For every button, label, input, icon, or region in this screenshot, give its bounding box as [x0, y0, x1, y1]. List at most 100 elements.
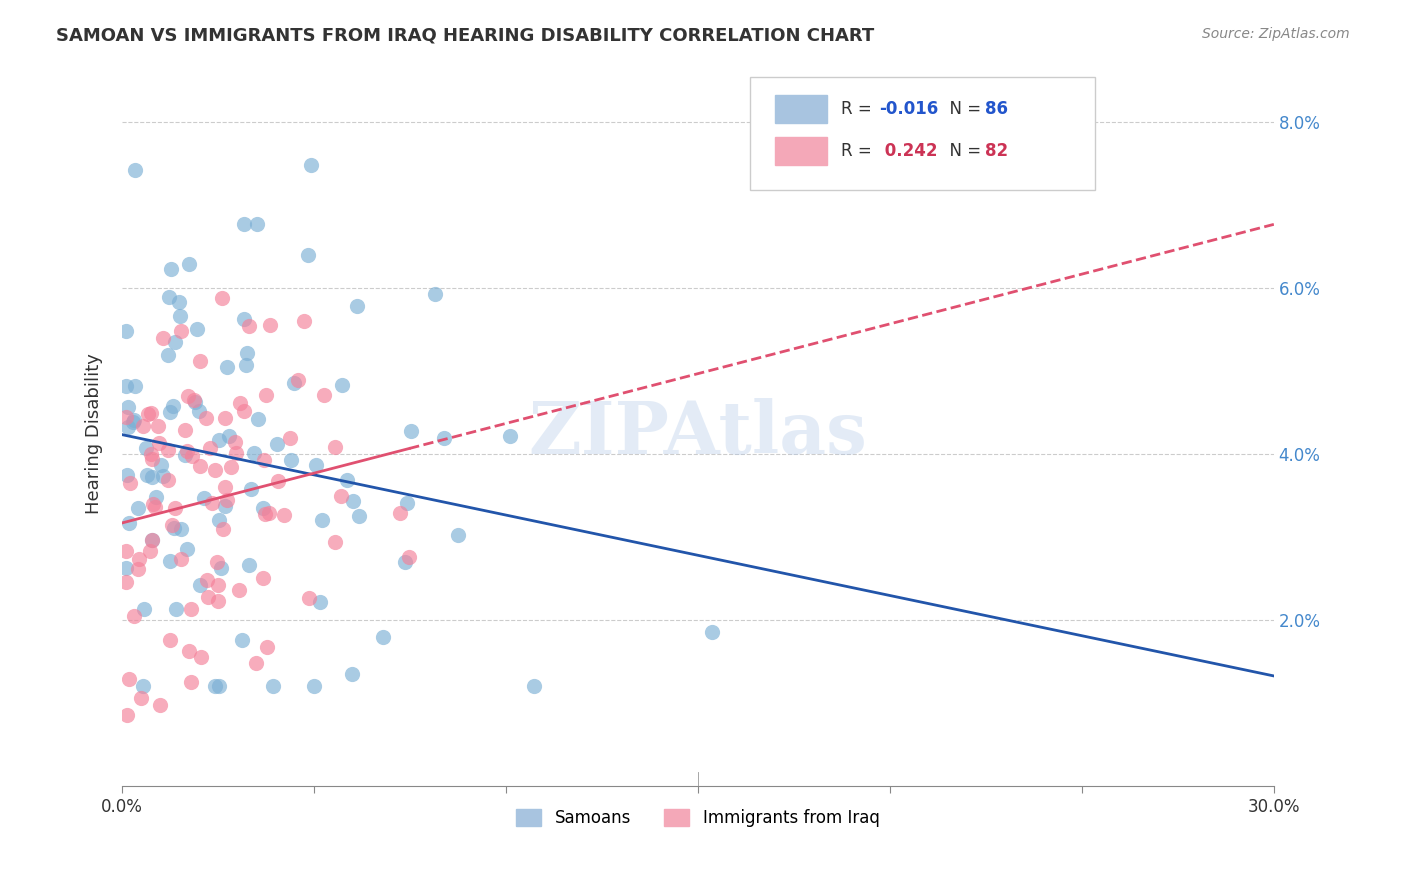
- Samoans: [124, 162, 146, 177]
- Immigrants from Iraq: [180, 601, 202, 615]
- Samoans: [340, 667, 363, 681]
- Samoans: [208, 513, 231, 527]
- Samoans: [159, 405, 181, 419]
- Immigrants from Iraq: [162, 518, 184, 533]
- Samoans: [163, 521, 186, 535]
- Samoans: [266, 437, 288, 451]
- Immigrants from Iraq: [118, 673, 141, 687]
- Immigrants from Iraq: [253, 452, 276, 467]
- Samoans: [132, 602, 155, 616]
- Immigrants from Iraq: [142, 497, 165, 511]
- Samoans: [231, 632, 253, 647]
- Samoans: [124, 413, 146, 427]
- Immigrants from Iraq: [278, 431, 301, 445]
- Samoans: [115, 560, 138, 574]
- Immigrants from Iraq: [198, 442, 221, 456]
- Samoans: [135, 441, 157, 455]
- Immigrants from Iraq: [190, 649, 212, 664]
- Immigrants from Iraq: [152, 331, 174, 345]
- Immigrants from Iraq: [156, 473, 179, 487]
- Samoans: [177, 257, 200, 271]
- Text: ZIPAtlas: ZIPAtlas: [529, 398, 868, 469]
- Immigrants from Iraq: [146, 418, 169, 433]
- Immigrants from Iraq: [238, 319, 260, 334]
- Text: SAMOAN VS IMMIGRANTS FROM IRAQ HEARING DISABILITY CORRELATION CHART: SAMOAN VS IMMIGRANTS FROM IRAQ HEARING D…: [56, 27, 875, 45]
- Immigrants from Iraq: [183, 393, 205, 408]
- Samoans: [117, 467, 139, 482]
- Immigrants from Iraq: [292, 313, 315, 327]
- Samoans: [152, 469, 174, 483]
- Immigrants from Iraq: [139, 446, 162, 460]
- Samoans: [246, 217, 269, 231]
- Samoans: [169, 309, 191, 323]
- Samoans: [346, 299, 368, 313]
- Samoans: [447, 527, 470, 541]
- Samoans: [162, 399, 184, 413]
- Immigrants from Iraq: [141, 533, 163, 548]
- Samoans: [145, 490, 167, 504]
- Samoans: [127, 500, 149, 515]
- Immigrants from Iraq: [329, 489, 352, 503]
- Immigrants from Iraq: [115, 708, 138, 723]
- Immigrants from Iraq: [122, 608, 145, 623]
- Immigrants from Iraq: [170, 551, 193, 566]
- Immigrants from Iraq: [195, 573, 218, 587]
- Immigrants from Iraq: [170, 324, 193, 338]
- Immigrants from Iraq: [232, 404, 254, 418]
- Immigrants from Iraq: [252, 571, 274, 585]
- Samoans: [190, 577, 212, 591]
- Samoans: [373, 631, 395, 645]
- Samoans: [117, 400, 139, 414]
- Immigrants from Iraq: [298, 591, 321, 605]
- Samoans: [247, 412, 270, 426]
- Samoans: [523, 679, 546, 693]
- Samoans: [233, 217, 256, 231]
- Samoans: [160, 261, 183, 276]
- Immigrants from Iraq: [115, 544, 138, 558]
- Samoans: [141, 533, 163, 548]
- Samoans: [218, 429, 240, 443]
- Samoans: [311, 513, 333, 527]
- Samoans: [165, 602, 187, 616]
- Immigrants from Iraq: [267, 474, 290, 488]
- Samoans: [157, 290, 180, 304]
- Immigrants from Iraq: [194, 410, 217, 425]
- Immigrants from Iraq: [141, 406, 163, 420]
- Samoans: [157, 348, 180, 362]
- Immigrants from Iraq: [174, 423, 197, 437]
- Samoans: [238, 558, 260, 572]
- Immigrants from Iraq: [259, 318, 281, 332]
- Immigrants from Iraq: [127, 562, 149, 576]
- FancyBboxPatch shape: [749, 78, 1095, 190]
- Immigrants from Iraq: [273, 508, 295, 522]
- Immigrants from Iraq: [215, 493, 238, 508]
- Samoans: [347, 509, 370, 524]
- Immigrants from Iraq: [219, 460, 242, 475]
- Immigrants from Iraq: [177, 643, 200, 657]
- Text: 86: 86: [984, 100, 1008, 118]
- Immigrants from Iraq: [229, 396, 252, 410]
- Immigrants from Iraq: [148, 436, 170, 450]
- Immigrants from Iraq: [165, 501, 187, 516]
- Immigrants from Iraq: [156, 442, 179, 457]
- Immigrants from Iraq: [128, 551, 150, 566]
- Immigrants from Iraq: [132, 419, 155, 434]
- Immigrants from Iraq: [201, 496, 224, 510]
- Immigrants from Iraq: [115, 410, 138, 425]
- Samoans: [187, 404, 209, 418]
- Samoans: [394, 555, 416, 569]
- Samoans: [702, 624, 724, 639]
- Samoans: [433, 431, 456, 445]
- Immigrants from Iraq: [207, 578, 229, 592]
- Samoans: [297, 248, 319, 262]
- Immigrants from Iraq: [211, 291, 233, 305]
- Samoans: [170, 522, 193, 536]
- Immigrants from Iraq: [257, 507, 280, 521]
- Y-axis label: Hearing Disability: Hearing Disability: [86, 353, 103, 514]
- Samoans: [167, 295, 190, 310]
- Immigrants from Iraq: [177, 389, 200, 403]
- Immigrants from Iraq: [224, 435, 246, 450]
- Samoans: [208, 679, 231, 693]
- Immigrants from Iraq: [176, 444, 198, 458]
- Samoans: [330, 377, 353, 392]
